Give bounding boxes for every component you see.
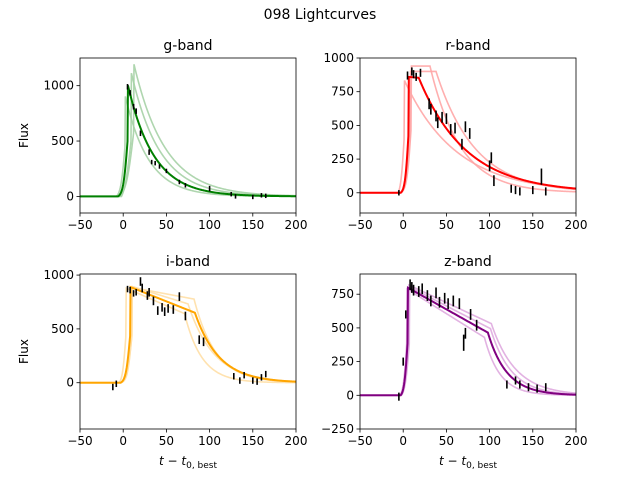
x-tick-label: −50 xyxy=(67,434,92,448)
y-tick-label: 250 xyxy=(331,152,354,166)
x-tick-label: 150 xyxy=(521,434,544,448)
x-tick-label: 50 xyxy=(439,434,454,448)
x-tick-label: −50 xyxy=(347,434,372,448)
x-tick-label: −50 xyxy=(67,218,92,232)
sample-curve-1 xyxy=(360,283,576,397)
panel-z-band: −50 0 50 100 150 200 −250 0 250 500 750 z-band t − t… xyxy=(321,254,587,471)
x-axis-label: t − t0, best xyxy=(439,454,498,471)
y-tick-label: 0 xyxy=(66,189,74,203)
plot-area xyxy=(80,277,296,391)
x-tick-label: 200 xyxy=(285,218,308,232)
figure-title: 098 Lightcurves xyxy=(263,7,377,23)
y-tick-label: 1000 xyxy=(43,79,74,93)
y-tick-label: 1000 xyxy=(43,268,74,282)
x-tick-label: 50 xyxy=(159,218,174,232)
y-tick-label: 1000 xyxy=(323,51,354,65)
x-tick-label: 0 xyxy=(399,434,407,448)
panel-title: g-band xyxy=(163,38,212,54)
sample-curve-0 xyxy=(360,287,576,397)
axes-frame xyxy=(79,57,297,214)
panel-g-band: −50 0 50 100 150 200 0 500 1000 g-band Flux xyxy=(17,38,307,232)
y-tick-label: 0 xyxy=(346,186,354,200)
sample-curve-1 xyxy=(80,285,296,384)
x-tick-label: 0 xyxy=(119,218,127,232)
best-fit-curve xyxy=(80,85,296,198)
x-tick-label: 50 xyxy=(159,434,174,448)
y-tick-label: −250 xyxy=(321,422,354,436)
axes-frame xyxy=(79,273,297,430)
best-fit-curve xyxy=(360,286,576,397)
sample-curve-2 xyxy=(360,70,576,194)
x-axis-label: t − t0, best xyxy=(159,454,218,471)
sample-curve-0 xyxy=(360,80,576,194)
plot-area xyxy=(80,64,296,200)
sample-curve-2 xyxy=(80,286,296,384)
best-fit-curve xyxy=(80,285,296,384)
x-tick-label: 100 xyxy=(198,218,221,232)
x-tick-label: 0 xyxy=(399,218,407,232)
x-tick-label: 150 xyxy=(241,218,264,232)
sample-curve-0 xyxy=(80,96,296,198)
y-tick-label: 750 xyxy=(331,85,354,99)
x-tick-label: 150 xyxy=(521,218,544,232)
axes-frame xyxy=(359,57,577,214)
sample-curve-1 xyxy=(80,64,296,198)
x-tick-label: −50 xyxy=(347,218,372,232)
x-tick-label: 200 xyxy=(565,218,588,232)
x-tick-label: 100 xyxy=(478,434,501,448)
y-tick-label: 0 xyxy=(66,376,74,390)
y-tick-label: 0 xyxy=(346,388,354,402)
y-tick-label: 500 xyxy=(51,134,74,148)
x-tick-label: 50 xyxy=(439,218,454,232)
x-tick-label: 100 xyxy=(478,218,501,232)
panel-i-band: −50 0 50 100 150 200 0 500 1000 i-band Flux t − t0,… xyxy=(17,254,307,471)
panel-r-band: −50 0 50 100 150 200 0 250 500 750 1000 r-band xyxy=(323,38,587,232)
x-tick-label: 200 xyxy=(565,434,588,448)
axes-frame xyxy=(359,273,577,430)
x-tick-label: 150 xyxy=(241,434,264,448)
y-axis-label: Flux xyxy=(17,123,31,148)
x-tick-label: 100 xyxy=(198,434,221,448)
x-tick-label: 0 xyxy=(119,434,127,448)
sample-curve-2 xyxy=(80,72,296,198)
panel-title: i-band xyxy=(166,254,210,270)
sample-curve-0 xyxy=(80,286,296,384)
y-tick-label: 500 xyxy=(51,322,74,336)
y-axis-label: Flux xyxy=(17,339,31,364)
x-tick-label: 200 xyxy=(285,434,308,448)
y-tick-label: 250 xyxy=(331,355,354,369)
sample-curve-2 xyxy=(360,285,576,397)
y-tick-label: 500 xyxy=(331,321,354,335)
plot-area xyxy=(360,279,576,401)
panel-title: z-band xyxy=(444,254,492,270)
y-tick-label: 750 xyxy=(331,287,354,301)
panel-title: r-band xyxy=(445,38,490,54)
sample-curve-1 xyxy=(360,65,576,194)
best-fit-curve xyxy=(360,75,576,194)
y-tick-label: 500 xyxy=(331,118,354,132)
plot-area xyxy=(360,65,576,196)
